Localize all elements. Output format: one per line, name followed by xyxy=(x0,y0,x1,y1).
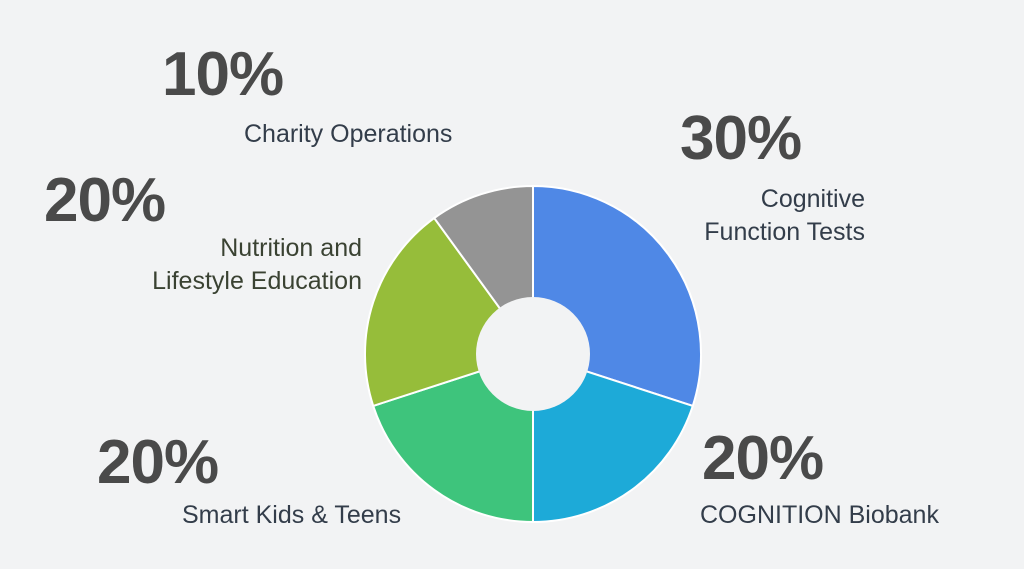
slice-label-smart-kids-teens: Smart Kids & Teens xyxy=(182,499,401,532)
pct-label-cognitive-function-tests: 30% xyxy=(680,104,802,173)
slice-label-cognitive-function-tests: Cognitive Function Tests xyxy=(680,183,865,249)
slice-label-line: Function Tests xyxy=(704,218,865,246)
slice-label-cognition-biobank: COGNITION Biobank xyxy=(700,499,939,532)
slice-label-line: Cognitive xyxy=(760,185,865,213)
slice-label-line: Charity Operations xyxy=(244,120,453,148)
pie-slice-1 xyxy=(532,352,695,524)
pct-label-nutrition-lifestyle: 20% xyxy=(44,166,166,235)
pct-label-charity-operations: 10% xyxy=(162,40,284,109)
pie-slice-2 xyxy=(371,352,534,524)
slice-label-line: COGNITION Biobank xyxy=(700,501,939,529)
pct-label-cognition-biobank: 20% xyxy=(702,424,824,493)
slice-label-nutrition-lifestyle: Nutrition and Lifestyle Education xyxy=(110,232,362,298)
slice-label-charity-operations: Charity Operations xyxy=(244,118,452,151)
donut-hole xyxy=(476,297,590,411)
slice-label-line: Lifestyle Education xyxy=(152,267,362,295)
slice-label-line: Nutrition and xyxy=(220,234,362,262)
pct-label-smart-kids-teens: 20% xyxy=(97,428,219,497)
slice-label-line: Smart Kids & Teens xyxy=(182,501,402,529)
